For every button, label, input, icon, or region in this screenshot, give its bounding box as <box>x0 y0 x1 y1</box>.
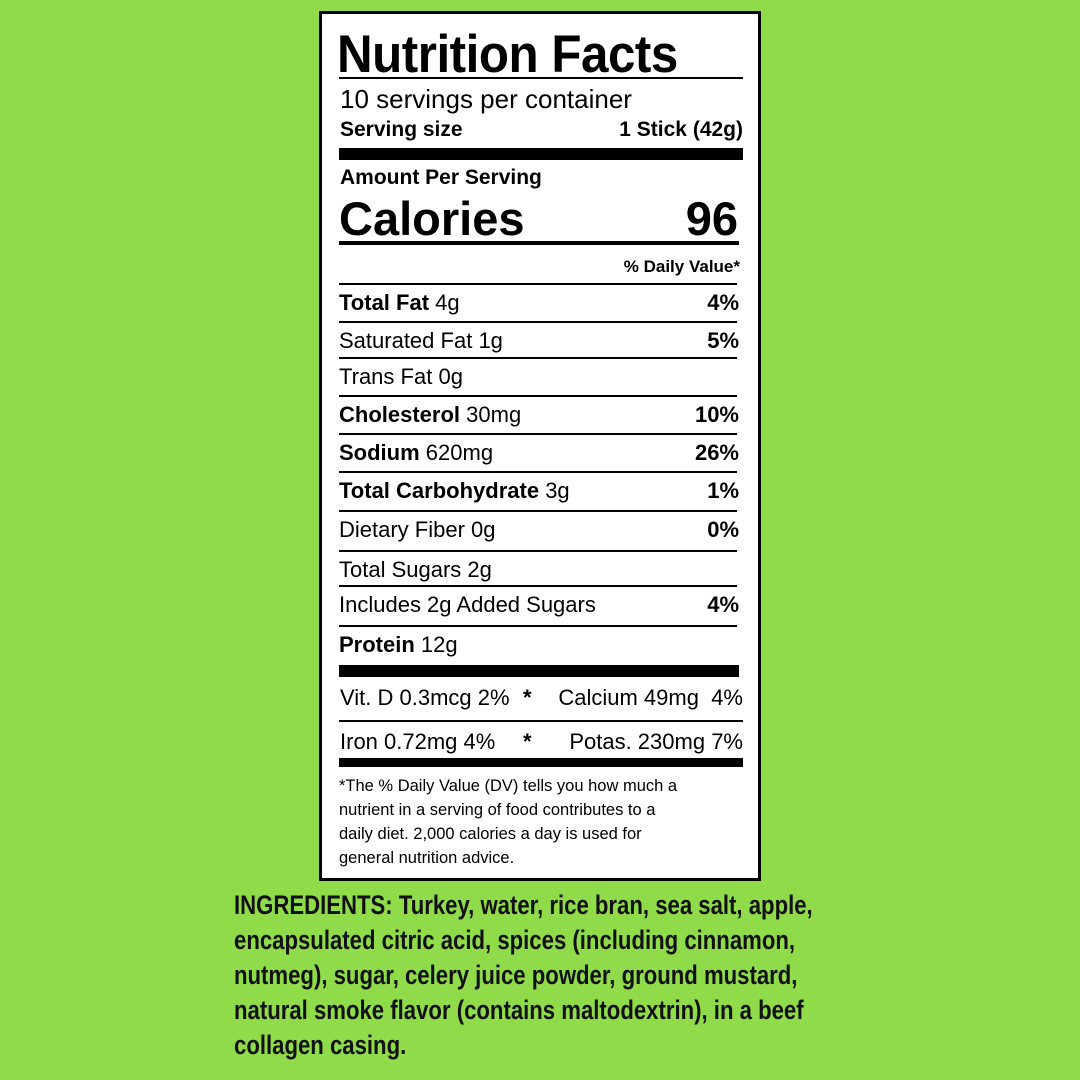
nutrient-row: Protein 12g <box>339 627 739 663</box>
nutrient-name: Total Carbohydrate <box>339 478 540 503</box>
thick-divider <box>339 148 743 160</box>
thick-divider <box>339 665 739 677</box>
ingredients-text: INGREDIENTS: Turkey, water, rice bran, s… <box>234 888 813 1063</box>
footnote-line: daily diet. 2,000 calories a day is used… <box>339 825 642 843</box>
footnote-line: *The % Daily Value (DV) tells you how mu… <box>339 777 678 795</box>
nutrient-row: Total Fat 4g 4% <box>339 285 739 321</box>
calories-label: Calories <box>339 192 525 245</box>
nutrient-daily-value: 5% <box>707 328 739 353</box>
nutrient-amount: 30mg <box>466 402 522 427</box>
footnote: *The % Daily Value (DV) tells you how mu… <box>339 774 739 870</box>
divider <box>339 471 737 473</box>
divider <box>339 241 739 245</box>
ingredients-line: nutmeg), sugar, celery juice powder, gro… <box>234 960 798 990</box>
nutrient-row: Cholesterol 30mg 10% <box>339 397 739 433</box>
nutrient-amount: 12g <box>420 632 458 657</box>
vitamin-right: Calcium 49mg 4% <box>558 685 743 710</box>
nutrient-row: Total Carbohydrate 3g 1% <box>339 473 739 509</box>
nutrient-daily-value: 1% <box>707 478 739 503</box>
divider <box>339 625 737 627</box>
nutrient-amount: 2g <box>467 557 492 582</box>
nutrition-facts-label: Nutrition Facts 10 servings per containe… <box>319 11 761 881</box>
nutrient-amount: 4g <box>435 290 460 315</box>
separator-asterisk: * <box>523 685 532 710</box>
nutrient-row: Trans Fat 0g <box>339 359 739 395</box>
ingredients-line: encapsulated citric acid, spices (includ… <box>234 925 796 955</box>
ingredients-line: collagen casing. <box>234 1030 407 1060</box>
divider <box>339 433 737 435</box>
nutrient-daily-value: 0% <box>707 517 739 542</box>
nutrient-row: Dietary Fiber 0g 0% <box>339 512 739 548</box>
nutrient-amount: 1g <box>478 328 503 353</box>
nutrient-amount: 0g <box>438 364 463 389</box>
thick-divider <box>339 758 743 767</box>
divider <box>339 510 737 512</box>
nutrient-row: Saturated Fat 1g 5% <box>339 323 739 359</box>
nutrient-daily-value: 26% <box>694 440 739 465</box>
vitamin-left: Vit. D 0.3mcg 2% <box>340 685 510 710</box>
servings-per-container: 10 servings per container <box>340 84 632 114</box>
ingredients-line: natural smoke flavor (contains maltodext… <box>234 995 804 1025</box>
calories-value: 96 <box>685 192 738 245</box>
ingredients-line: INGREDIENTS: Turkey, water, rice bran, s… <box>234 890 813 920</box>
nutrient-name: Protein <box>339 632 415 657</box>
divider <box>339 283 737 285</box>
divider <box>339 395 737 397</box>
nutrient-name: Saturated Fat <box>339 328 473 353</box>
nutrient-amount: 3g <box>545 478 570 503</box>
nutrient-name: Sodium <box>339 440 420 465</box>
divider <box>339 720 743 722</box>
footnote-line: nutrient in a serving of food contribute… <box>339 801 656 819</box>
nutrient-row: Sodium 620mg 26% <box>339 435 739 471</box>
nutrient-daily-value: 4% <box>707 290 739 315</box>
nutrient-row: Total Sugars 2g <box>339 552 739 588</box>
vitamin-row: Iron 0.72mg 4% * Potas. 230mg 7% <box>339 724 743 760</box>
nutrient-name: Total Fat <box>339 290 430 315</box>
amount-per-serving: Amount Per Serving <box>340 166 542 189</box>
label-title: Nutrition Facts <box>337 25 678 84</box>
nutrient-row: Includes 2g Added Sugars 4% <box>339 587 739 623</box>
divider <box>339 585 737 587</box>
nutrient-name: Dietary Fiber <box>339 517 465 542</box>
separator-asterisk: * <box>523 729 532 754</box>
divider <box>339 550 737 552</box>
nutrient-name: Includes 2g Added Sugars <box>339 592 596 617</box>
vitamin-left: Iron 0.72mg 4% <box>340 729 496 754</box>
nutrient-daily-value: 4% <box>707 592 739 617</box>
divider <box>339 321 737 323</box>
serving-size-value: 1 Stick (42g) <box>619 118 743 141</box>
divider <box>339 357 737 359</box>
nutrient-daily-value: 10% <box>694 402 739 427</box>
footnote-line: general nutrition advice. <box>339 849 515 867</box>
nutrient-amount: 620mg <box>425 440 494 465</box>
nutrient-name: Cholesterol <box>339 402 461 427</box>
serving-size-label: Serving size <box>340 118 463 141</box>
vitamin-right: Potas. 230mg 7% <box>569 729 743 754</box>
vitamin-row: Vit. D 0.3mcg 2% * Calcium 49mg 4% <box>339 680 743 716</box>
nutrient-amount: 0g <box>471 517 496 542</box>
divider <box>339 77 743 79</box>
nutrient-name: Trans Fat <box>339 364 433 389</box>
daily-value-header: % Daily Value* <box>623 257 740 276</box>
nutrient-name: Total Sugars <box>339 557 462 582</box>
